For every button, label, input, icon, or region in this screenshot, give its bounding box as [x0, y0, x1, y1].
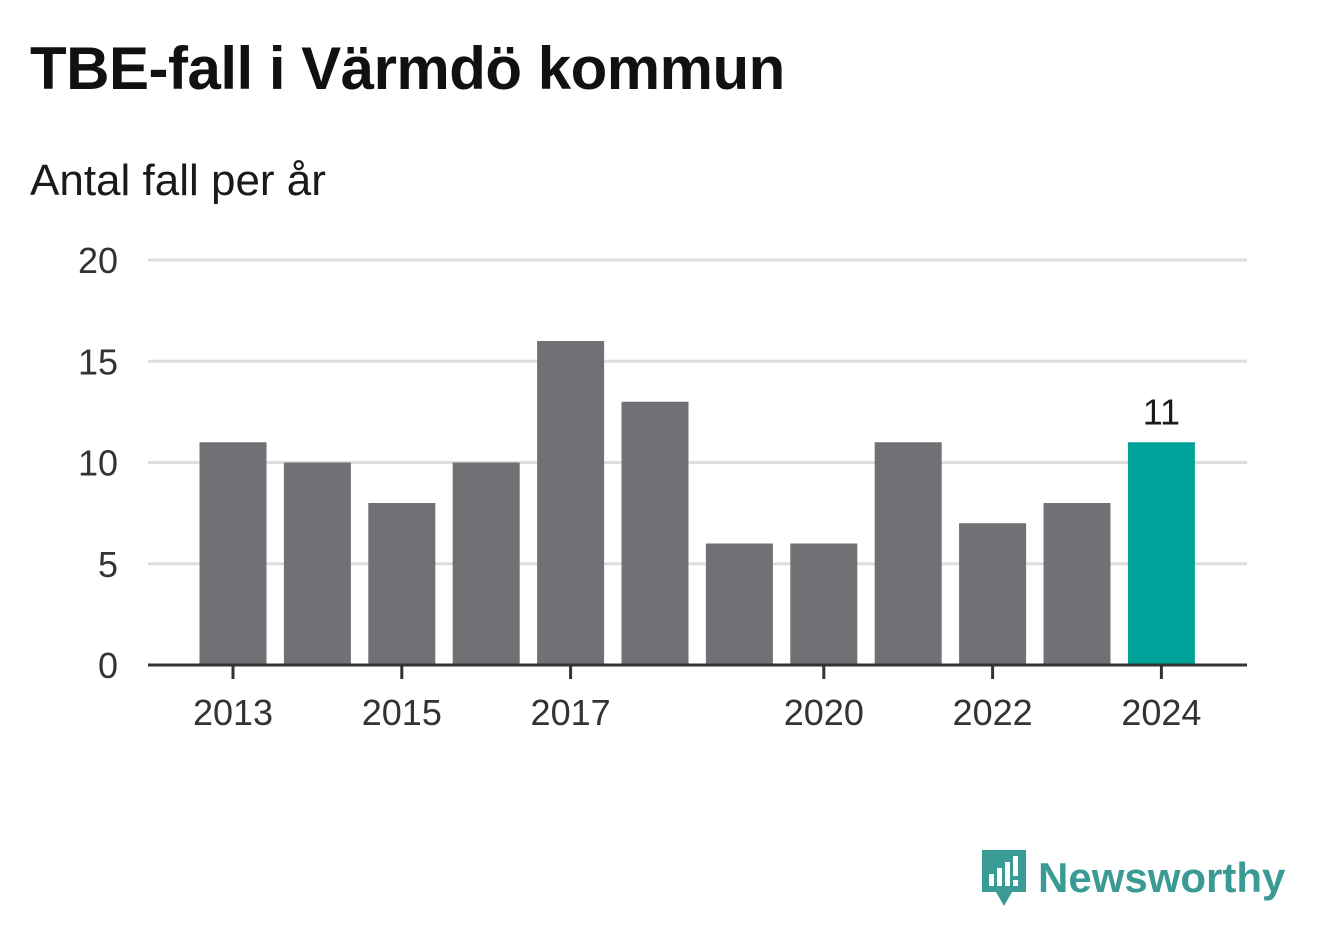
x-tick-label: 2022: [953, 692, 1033, 733]
y-tick-label: 0: [98, 645, 118, 686]
bar-2016: [452, 462, 520, 665]
data-label: 11: [1143, 391, 1180, 432]
chart-subtitle: Antal fall per år: [30, 156, 326, 205]
bar-2024: [1127, 442, 1195, 665]
bar-2021: [874, 442, 942, 665]
y-tick-label: 5: [98, 544, 118, 585]
bar-2020: [790, 543, 858, 665]
y-tick-label: 20: [78, 240, 118, 281]
newsworthy-logo-icon: [982, 850, 1026, 906]
x-tick-label: 2015: [362, 692, 442, 733]
y-tick-label: 15: [78, 341, 118, 382]
x-tick-label: 2017: [531, 692, 611, 733]
y-tick-label: 10: [78, 443, 118, 484]
brand-logo: Newsworthy: [980, 848, 1285, 908]
x-tick-label: 2020: [784, 692, 864, 733]
bar-2023: [1043, 503, 1111, 665]
bar-2019: [705, 543, 773, 665]
bar-2015: [368, 503, 436, 665]
x-tick-label: 2013: [193, 692, 273, 733]
bar-2018: [621, 401, 689, 665]
brand-name: Newsworthy: [1038, 854, 1286, 901]
x-tick-label: 2024: [1121, 692, 1201, 733]
bar-2013: [199, 442, 267, 665]
bar-2022: [959, 523, 1027, 665]
chart-title: TBE-fall i Värmdö kommun: [30, 35, 785, 102]
bar-2017: [537, 341, 605, 665]
bar-2014: [283, 462, 351, 665]
